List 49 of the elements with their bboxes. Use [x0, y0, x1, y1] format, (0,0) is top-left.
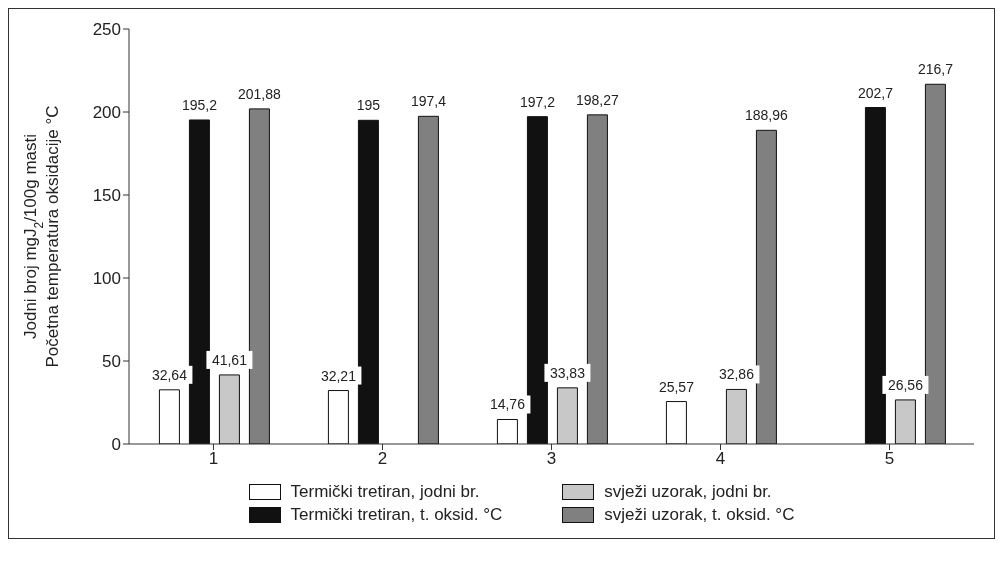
bar: [556, 387, 578, 444]
data-label: 197,4: [410, 93, 447, 110]
data-label: 14,76: [489, 396, 526, 413]
bar: [586, 114, 608, 444]
data-label: 188,96: [745, 107, 789, 124]
x-tick-label: 3: [546, 449, 557, 469]
y-tick-label: 50: [102, 352, 121, 372]
bar: [864, 107, 886, 444]
data-label: 198,27: [576, 91, 620, 108]
data-label: 41,61: [211, 351, 248, 368]
data-label: 201,88: [238, 85, 282, 102]
data-label: 33,83: [549, 364, 586, 381]
bar: [327, 390, 349, 444]
y-tick-label: 100: [92, 269, 121, 289]
bar: [894, 399, 916, 444]
y-tick-label: 250: [92, 20, 121, 40]
x-tick-label: 5: [884, 449, 895, 469]
bar: [417, 115, 439, 444]
data-label: 26,56: [887, 376, 924, 393]
data-label: 32,86: [718, 366, 755, 383]
data-label: 202,7: [857, 84, 894, 101]
bar: [725, 388, 747, 444]
data-label: 32,21: [320, 367, 357, 384]
legend-label: svježi uzorak, t. oksid. °C: [603, 505, 795, 525]
x-tick-label: 2: [377, 449, 388, 469]
y-tick-label: 0: [111, 435, 121, 455]
bar: [218, 374, 240, 444]
bar: [357, 119, 379, 444]
y-tick-label: 200: [92, 103, 121, 123]
x-tick-label: 4: [715, 449, 726, 469]
bar: [248, 108, 270, 444]
x-tick-label: 1: [208, 449, 219, 469]
data-label: 195,2: [181, 96, 218, 113]
data-label: 216,7: [917, 61, 954, 78]
data-label: 197,2: [519, 93, 556, 110]
bar: [526, 116, 548, 444]
bar: [755, 129, 777, 444]
bar: [188, 119, 210, 444]
data-label: 32,64: [151, 366, 188, 383]
data-label: 195: [356, 97, 381, 114]
bar: [665, 401, 687, 444]
data-label: 25,57: [658, 378, 695, 395]
legend-label: Termički tretiran, t. oksid. °C: [289, 505, 503, 525]
y-tick-label: 150: [92, 186, 121, 206]
bar: [924, 83, 946, 444]
legend-label: svježi uzorak, jodni br.: [603, 482, 773, 502]
bar: [158, 389, 180, 444]
bar: [496, 419, 518, 444]
legend-label: Termički tretiran, jodni br.: [289, 482, 481, 502]
